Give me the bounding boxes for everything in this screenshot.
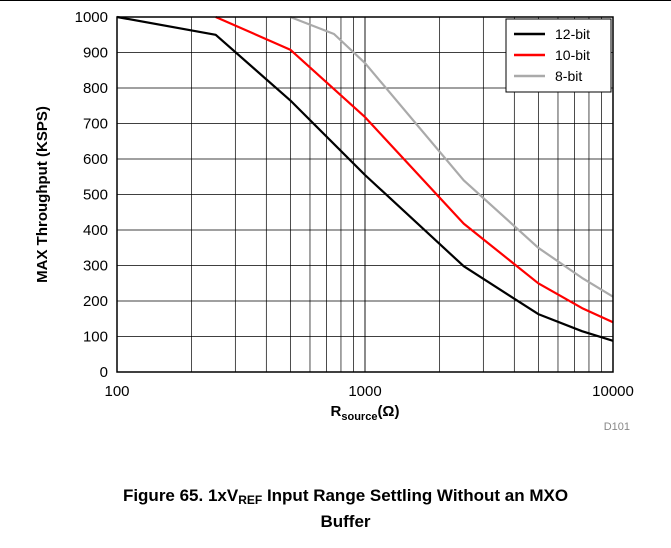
source-id: D101 [604,421,630,433]
y-tick-label: 300 [83,258,108,275]
legend-label: 12-bit [555,26,590,42]
y-tick-label: 400 [83,222,108,239]
x-tick-label: 1000 [348,383,381,400]
tick-labels: 0 100 200 300 400 500 600 700 800 900 1000 100 1000 1… [75,9,634,400]
legend-label: 10-bit [555,47,590,63]
plot-frame [116,16,614,373]
figure-caption: Figure 65. 1xVREF Input Range Settling W… [40,485,651,533]
x-axis-title-unit: (Ω) [377,403,399,420]
x-axis-title-sub: source [341,411,377,423]
y-tick-label: 600 [83,151,108,168]
y-tick-label: 800 [83,80,108,97]
legend: 12-bit 10-bit 8-bit [505,18,612,93]
y-tick-label: 900 [83,45,108,62]
series-line-10-bit [215,15,614,324]
caption-prefix: Figure 65. 1xV [122,486,239,505]
y-tick-label: 700 [83,116,108,133]
caption-subscript: REF [238,493,263,507]
caption-line2: Buffer [320,512,371,531]
x-tick-label: 100 [104,383,129,400]
series-layer [116,15,614,342]
y-tick-label: 200 [83,293,108,310]
series-line-8-bit [289,15,614,298]
x-axis-title-main: R [331,403,342,420]
y-axis-title: MAX Throughput (KSPS) [34,106,51,283]
y-tick-label: 1000 [75,9,108,26]
x-tick-label: 10000 [592,383,634,400]
x-axis-title: Rsource(Ω) [331,403,400,423]
y-tick-label: 500 [83,187,108,204]
caption-rest: Input Range Settling Without an MXO [262,486,569,505]
y-tick-label: 0 [100,364,108,381]
legend-label: 8-bit [555,68,582,84]
y-tick-label: 100 [83,329,108,346]
throughput-chart: 0 100 200 300 400 500 600 700 800 900 1000 100 1000 1… [34,9,634,433]
top-rule [0,0,671,1]
series-line-12-bit [116,15,614,342]
